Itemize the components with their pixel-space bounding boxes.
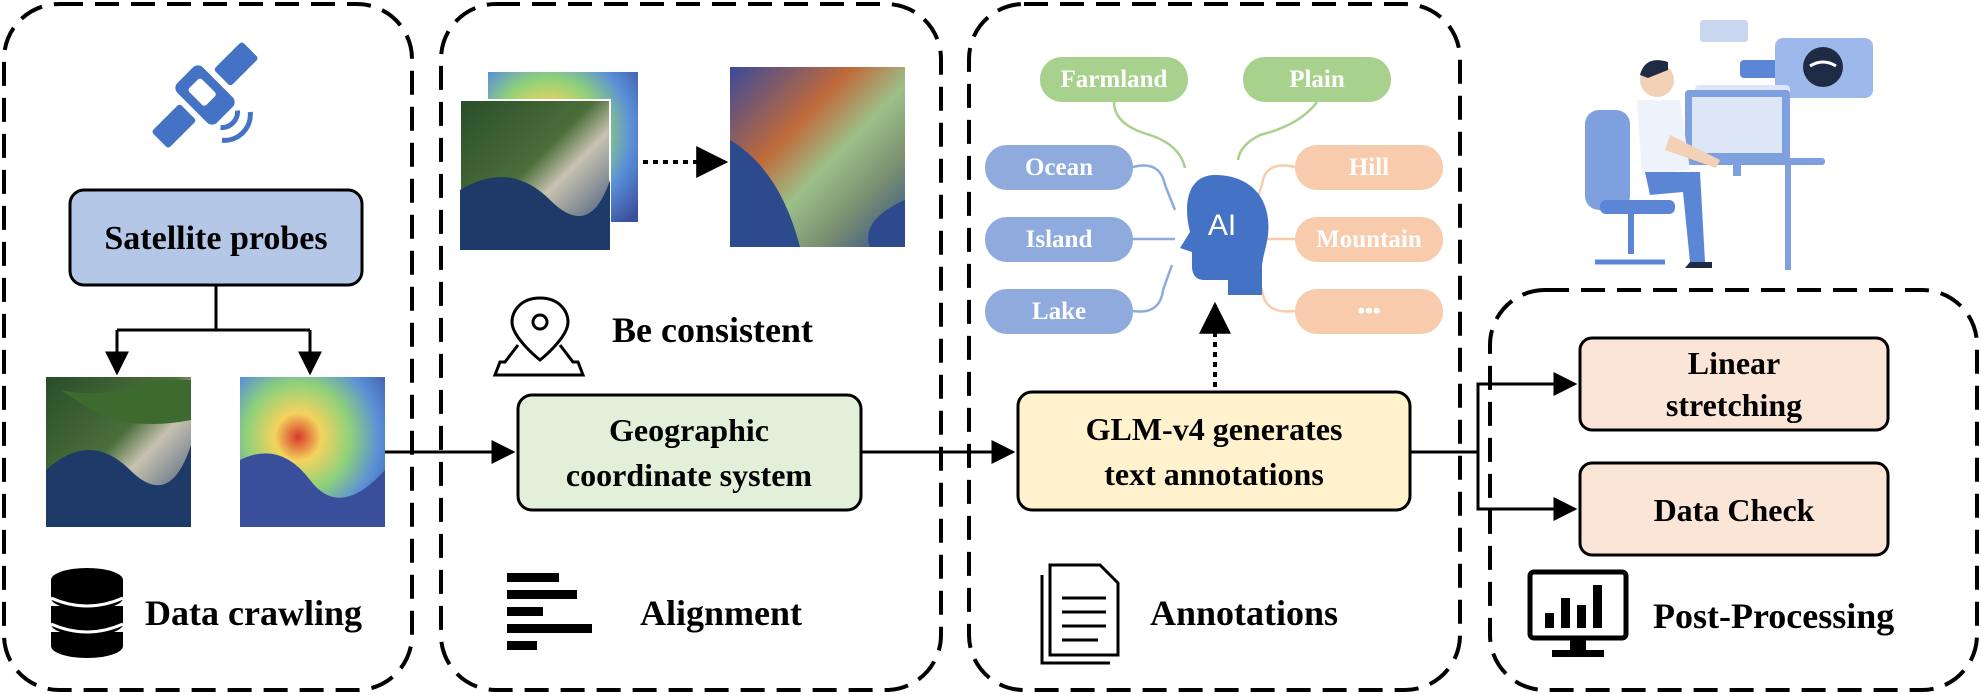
ai-head-icon xyxy=(1180,175,1269,295)
panel-label-postprocessing: Post-Processing xyxy=(1653,596,1894,636)
tag-farmland xyxy=(1040,57,1188,102)
monitor-chart-icon xyxy=(1527,569,1629,657)
database-icon xyxy=(50,568,124,658)
tag-plain-label: Plain xyxy=(1289,66,1345,93)
panel-frame-alignment xyxy=(439,2,943,692)
optical-image-front xyxy=(459,99,611,251)
glm-box-line2: text annotations xyxy=(1104,456,1324,492)
panel-annotations: Farmland Plain Ocean Island Lake Hill Mo… xyxy=(967,2,1462,692)
panel-label-alignment: Alignment xyxy=(640,593,802,633)
ai-label: AI xyxy=(1208,209,1236,242)
tag-ocean-label: Ocean xyxy=(1025,154,1093,181)
panel-frame-crawling xyxy=(2,2,414,692)
optical-image xyxy=(46,377,191,527)
geo-box-line1: Geographic xyxy=(609,412,769,448)
panel-alignment: Be consistent Alignment xyxy=(439,2,943,692)
panel-frame-annotations xyxy=(967,2,1462,692)
be-consistent-label: Be consistent xyxy=(612,310,813,350)
panel-data-crawling: Satellite probes Data crawling xyxy=(2,2,414,692)
tag-mountain-label: Mountain xyxy=(1316,226,1422,253)
panel-postprocessing: Linear stretching Data Check Post-Proces… xyxy=(1488,288,1979,692)
tag-hill-label: Hill xyxy=(1349,154,1389,181)
linear-stretching-line2: stretching xyxy=(1666,387,1802,423)
geo-box-line2: coordinate system xyxy=(566,457,813,493)
tag-lake-label: Lake xyxy=(1032,298,1086,325)
tag-hill xyxy=(1295,145,1443,190)
satellite-probes-label: Satellite probes xyxy=(104,220,327,257)
tag-mountain xyxy=(1295,217,1443,262)
aligned-image xyxy=(730,67,905,247)
arrow-glm-to-post xyxy=(1410,372,1578,454)
tag-ocean xyxy=(985,145,1133,190)
satellite-icon xyxy=(152,42,258,148)
tag-island xyxy=(985,217,1133,262)
tag-more xyxy=(1295,289,1443,334)
tag-island-label: Island xyxy=(1026,226,1093,253)
tag-farmland-label: Farmland xyxy=(1061,66,1168,93)
panel-frame-postprocessing xyxy=(1488,288,1979,692)
tag-more-label: ••• xyxy=(1357,298,1380,323)
glm-box-line1: GLM-v4 generates xyxy=(1086,411,1343,447)
tag-lake xyxy=(985,289,1133,334)
linear-stretching-line1: Linear xyxy=(1688,345,1780,381)
glm-annotation-box xyxy=(1016,390,1412,512)
panel-label-crawling: Data crawling xyxy=(145,593,362,633)
tag-connectors xyxy=(1112,101,1319,313)
dem-image xyxy=(240,377,385,527)
arrow-glm-to-check xyxy=(1476,452,1578,521)
panel-label-annotations: Annotations xyxy=(1150,593,1338,633)
align-left-icon xyxy=(507,573,592,650)
data-check-box xyxy=(1578,461,1890,557)
data-check-label: Data Check xyxy=(1654,492,1815,528)
linear-stretching-box xyxy=(1578,336,1890,432)
tag-plain xyxy=(1243,57,1391,102)
map-pin-icon xyxy=(492,296,586,377)
document-icon xyxy=(1040,563,1120,665)
person-at-computer-illustration xyxy=(1585,20,1873,270)
